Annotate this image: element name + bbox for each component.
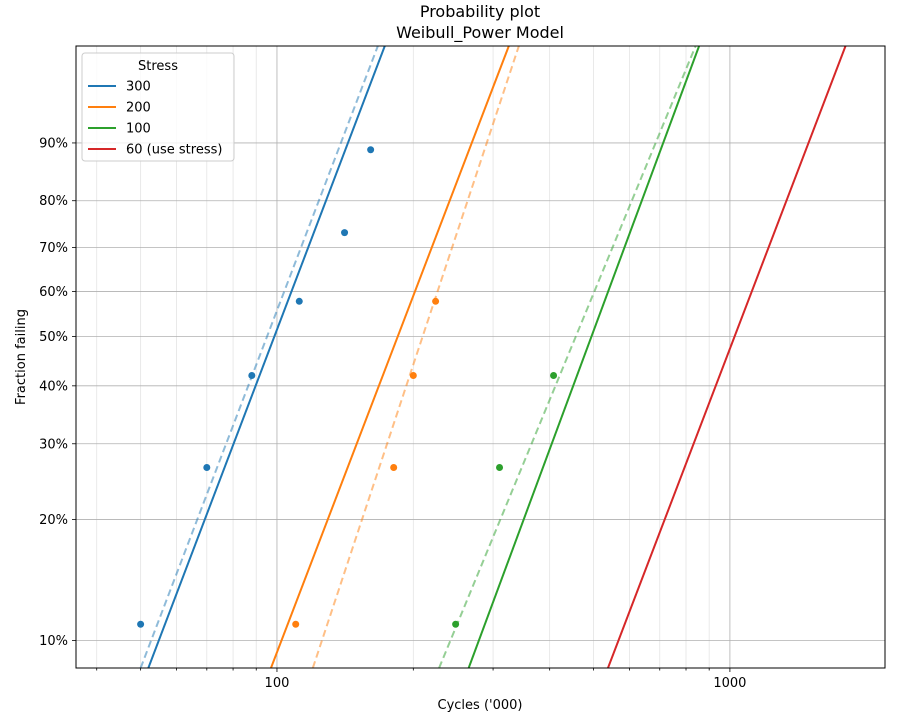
- series-1-data-point: [432, 297, 440, 305]
- series-1-fitted-line: [270, 46, 510, 668]
- y-tick-label: 30%: [39, 437, 68, 452]
- series-2-data-point: [452, 620, 460, 628]
- series-1-data-point: [390, 463, 398, 471]
- y-tick-label: 70%: [39, 241, 68, 256]
- y-tick-label: 50%: [39, 330, 68, 345]
- x-tick-label: 1000: [713, 676, 746, 691]
- series-lines: [139, 46, 847, 668]
- series-2-data-point: [496, 463, 504, 471]
- y-axis-label: Fraction failing: [14, 309, 29, 405]
- axis-ticks: 100 1000 10% 20% 30% 40% 50% 60% 70% 80% 90%: [39, 136, 746, 691]
- chart-title: Probability plot: [420, 2, 540, 21]
- series-3-fitted-line: [607, 46, 847, 668]
- series-0-data-point: [248, 371, 256, 379]
- legend-entry: 200: [126, 101, 151, 116]
- y-tick-label: 10%: [39, 634, 68, 649]
- series-0-data-point: [203, 463, 211, 471]
- series-1-data-point: [409, 371, 417, 379]
- series-1-data-point: [292, 620, 300, 628]
- series-2-fitted-line: [467, 46, 701, 668]
- plot-frame: [75, 45, 886, 669]
- legend-entry: 300: [126, 80, 151, 95]
- legend-title: Stress: [138, 59, 178, 74]
- legend-entry: 60 (use stress): [126, 143, 222, 158]
- data-points: [137, 146, 558, 628]
- y-tick-label: 60%: [39, 285, 68, 300]
- x-axis-label: Cycles ('000): [438, 698, 523, 713]
- x-tick-label: 100: [265, 676, 290, 691]
- series-2-individual-fit-line: [438, 46, 697, 668]
- y-tick-label: 90%: [39, 136, 68, 151]
- series-0-data-point: [341, 229, 349, 237]
- series-0-data-point: [137, 620, 145, 628]
- y-tick-label: 80%: [39, 194, 68, 209]
- series-0-fitted-line: [147, 46, 386, 668]
- legend-box: [81, 52, 235, 162]
- y-tick-label: 20%: [39, 513, 68, 528]
- legend-entry: 100: [126, 122, 151, 137]
- series-0-individual-fit-line: [139, 46, 379, 668]
- y-tick-label: 40%: [39, 379, 68, 394]
- legend: Stress 300 200 100 60 (use stress): [81, 52, 235, 162]
- chart-subtitle: Weibull_Power Model: [396, 23, 564, 43]
- series-0-data-point: [367, 146, 375, 154]
- series-0-data-point: [295, 297, 303, 305]
- series-2-data-point: [550, 371, 558, 379]
